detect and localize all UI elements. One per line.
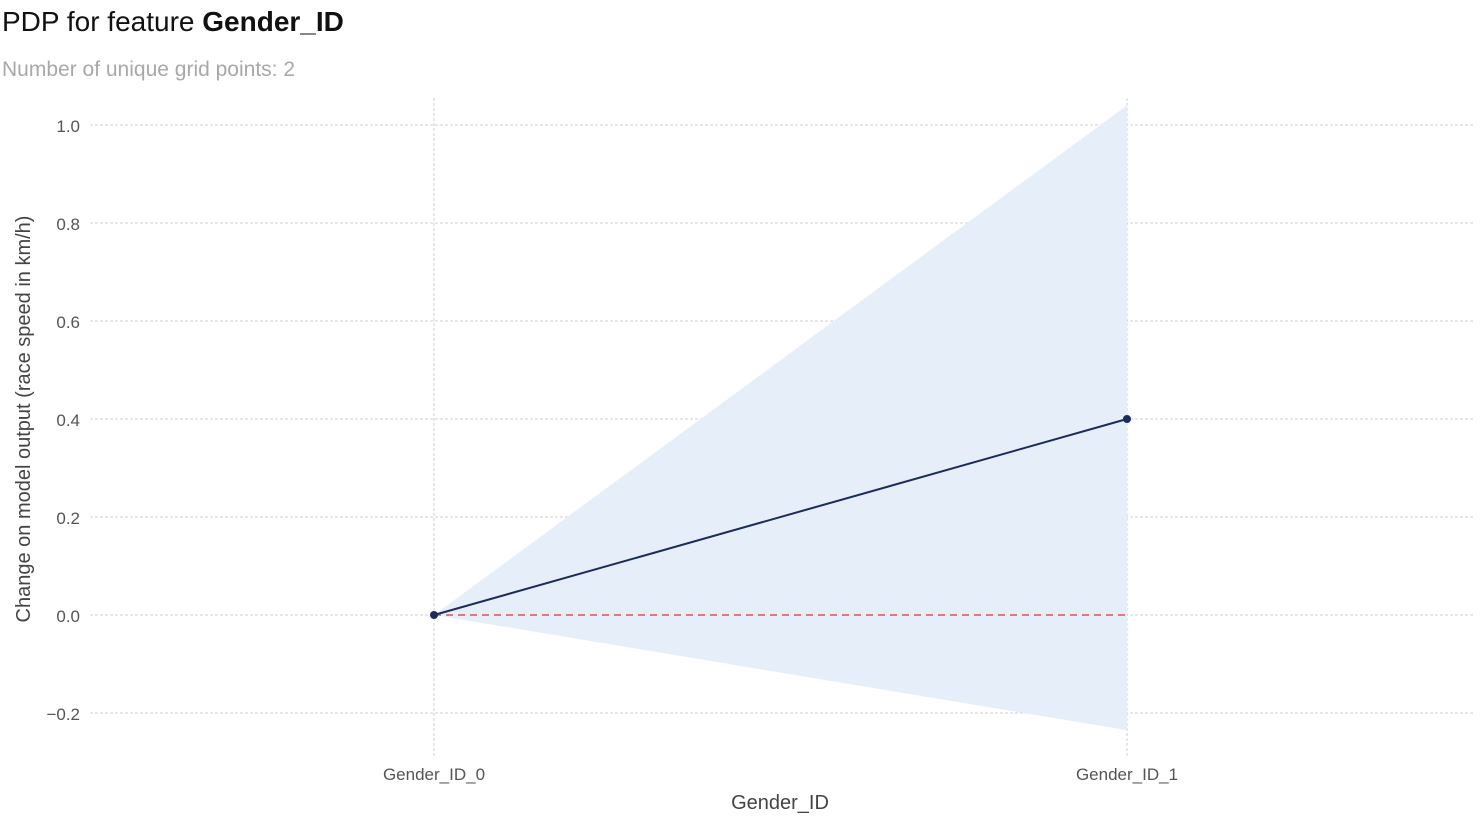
y-tick-label: 0.0 bbox=[56, 607, 80, 626]
tick-label-layer: −0.2 0.0 0.2 0.4 0.6 0.8 1.0 Gender_ID_0 Gender_… bbox=[46, 117, 1178, 784]
y-tick-label: 1.0 bbox=[56, 117, 80, 136]
y-axis-label: Change on model output (race speed in km… bbox=[13, 216, 35, 623]
series-layer bbox=[430, 415, 1131, 619]
y-tick-label: −0.2 bbox=[46, 705, 80, 724]
y-tick-label: 0.8 bbox=[56, 215, 80, 234]
x-axis-label: Gender_ID bbox=[731, 792, 829, 814]
chart-title-feature: Gender_ID bbox=[202, 6, 344, 37]
pdp-line bbox=[433, 418, 1128, 616]
y-tick-label: 0.6 bbox=[56, 313, 80, 332]
confidence-band bbox=[434, 105, 1127, 731]
chart-title-prefix: PDP for feature bbox=[2, 6, 195, 37]
chart-title: PDP for feature Gender_ID bbox=[2, 6, 344, 38]
chart-subtitle: Number of unique grid points: 2 bbox=[2, 58, 296, 81]
x-tick-label: Gender_ID_0 bbox=[383, 765, 485, 784]
confidence-band-layer bbox=[434, 105, 1127, 731]
pdp-point bbox=[430, 611, 438, 619]
pdp-point bbox=[1123, 415, 1131, 423]
y-tick-label: 0.4 bbox=[56, 411, 80, 430]
x-tick-label: Gender_ID_1 bbox=[1076, 765, 1178, 784]
y-tick-label: 0.2 bbox=[56, 509, 80, 528]
